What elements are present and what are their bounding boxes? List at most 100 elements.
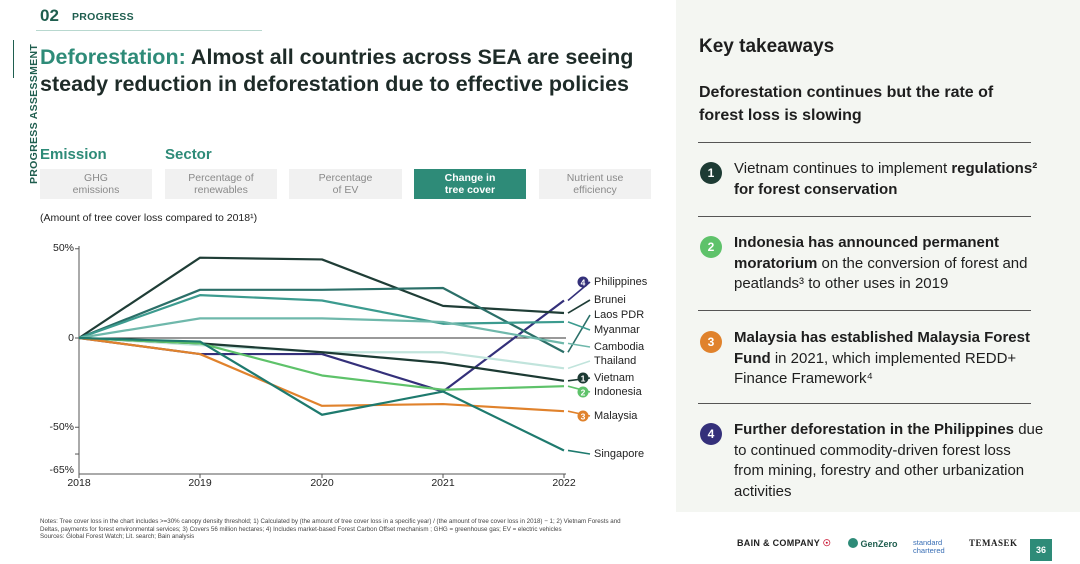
- tab-nutrient-efficiency[interactable]: Nutrient use efficiency: [539, 169, 651, 199]
- takeaway-text: Vietnam continues to implement: [734, 160, 952, 177]
- leader-line-cambodia: [567, 342, 591, 348]
- standard-chartered-logo-text: standard chartered: [913, 538, 945, 555]
- bain-logo-text: BAIN & COMPANY: [737, 538, 820, 548]
- legend-malaysia: Malaysia: [594, 410, 638, 422]
- divider: [698, 403, 1031, 404]
- series-marker-label-malaysia: 3: [581, 411, 586, 421]
- chart-subtitle: (Amount of tree cover loss compared to 2…: [40, 212, 258, 224]
- takeaway-bold: Further deforestation in the Philippines: [734, 421, 1015, 438]
- legend-thailand: Thailand: [594, 355, 637, 367]
- legend-singapore: Singapore: [594, 448, 645, 460]
- legend-philippines: Philippines: [594, 276, 648, 288]
- x-tick-label: 2021: [431, 477, 455, 489]
- group-label-sector: Sector: [165, 146, 212, 163]
- temasek-logo: TEMASEK: [969, 538, 1018, 548]
- takeaway-text: on the conversion of forest and peatland…: [734, 254, 1028, 293]
- takeaway-number-badge: 3: [700, 331, 722, 353]
- y-tick-label: 50%: [52, 242, 74, 254]
- leader-line-myanmar: [567, 321, 591, 331]
- line-chart: 4 1 2 3: [75, 246, 591, 478]
- section-number: 02: [40, 6, 59, 25]
- divider: [698, 216, 1031, 217]
- takeaway-text: due to continued commodity-driven forest…: [734, 421, 1044, 500]
- footnote-line: Notes: Tree cover loss in the chart incl…: [40, 518, 621, 525]
- takeaway-bold: regulations² for forest conservation: [734, 160, 1038, 198]
- tab-label-line2: renewables: [194, 184, 248, 196]
- x-tick-label: 2019: [188, 477, 212, 489]
- y-tick-label: 0: [68, 332, 74, 344]
- divider: [698, 310, 1031, 311]
- tab-label-line1: Percentage: [318, 172, 373, 184]
- leader-line-laos-pdr: [567, 314, 591, 353]
- y-tick-label: -65%: [49, 464, 74, 476]
- page-number: 36: [1030, 539, 1052, 561]
- series-marker-vietnam: [577, 372, 589, 384]
- tab-ghg-emissions[interactable]: GHG emissions: [40, 169, 152, 199]
- tab-percentage-ev[interactable]: Percentage of EV: [289, 169, 402, 199]
- side-divider: [13, 40, 14, 78]
- leader-line-brunei: [567, 299, 591, 314]
- section-underline: [36, 30, 262, 31]
- takeaway-item-2: Indonesia has announced permanent morato…: [734, 233, 1044, 295]
- takeaway-bold: Malaysia has established Malaysia Forest…: [734, 329, 1030, 367]
- leader-line-singapore: [567, 449, 591, 455]
- legend-cambodia: Cambodia: [594, 341, 645, 353]
- takeaway-item-4: Further deforestation in the Philippines…: [734, 420, 1044, 502]
- series-line-myanmar: [78, 294, 565, 340]
- group-label-emission: Emission: [40, 146, 107, 163]
- series-marker-label-indonesia: 2: [581, 387, 586, 397]
- takeaway-item-1: Vietnam continues to implement regulatio…: [734, 159, 1044, 200]
- tab-label-line1: Nutrient use: [566, 172, 624, 184]
- x-tick-label: 2018: [67, 477, 91, 489]
- tab-label-line2: of EV: [332, 184, 359, 196]
- legend-myanmar: Myanmar: [594, 324, 640, 336]
- takeaway-text: in 2021, which implemented REDD+ Finance…: [734, 349, 1017, 388]
- takeaway-item-3: Malaysia has established Malaysia Forest…: [734, 328, 1044, 390]
- tab-change-tree-cover[interactable]: Change in tree cover: [414, 169, 526, 199]
- series-marker-label-philippines: 4: [581, 277, 586, 287]
- footnote-line: Sources: Global Forest Watch; Lit. searc…: [40, 533, 195, 540]
- footnote-line: Deltas, payments for forest environmenta…: [40, 525, 562, 533]
- takeaway-number-badge: 4: [700, 423, 722, 445]
- tab-label-line2: emissions: [72, 184, 120, 196]
- takeaway-number-badge: 1: [700, 162, 722, 184]
- series-line-laos-pdr: [78, 286, 565, 354]
- legend-vietnam: Vietnam: [594, 372, 635, 384]
- footnotes: Notes: Tree cover loss in the chart incl…: [40, 518, 660, 541]
- tab-label-line1: Change in: [444, 172, 496, 184]
- series-line-indonesia: [78, 336, 565, 391]
- series-marker-philippines: [577, 276, 589, 288]
- series-marker-label-vietnam: 1: [581, 373, 586, 383]
- tab-label-line2: tree cover: [444, 184, 496, 196]
- tab-label-line2: efficiency: [573, 184, 617, 196]
- genzero-logo: GenZero: [848, 538, 898, 549]
- title-rest: Almost all countries across SEA are seei…: [40, 45, 634, 96]
- takeaways-subtitle: Deforestation continues but the rate of …: [699, 84, 994, 124]
- takeaways-title: Key takeaways: [699, 36, 835, 57]
- series-line-cambodia: [78, 317, 565, 345]
- legend-indonesia: Indonesia: [594, 386, 642, 398]
- x-tick-label: 2020: [310, 477, 334, 489]
- series-line-malaysia: [78, 336, 565, 413]
- x-tick-label: 2022: [552, 477, 576, 489]
- genzero-logo-mark: [848, 538, 858, 548]
- legend-laos: Laos PDR: [594, 309, 645, 321]
- section-label: PROGRESS: [72, 11, 134, 23]
- legend-brunei: Brunei: [594, 294, 626, 306]
- genzero-logo-text: GenZero: [860, 539, 898, 549]
- series-marker-malaysia: [577, 410, 589, 422]
- bain-logo-mark: ☉: [822, 538, 832, 548]
- tab-percentage-renewables[interactable]: Percentage of renewables: [165, 169, 277, 199]
- leader-line-thailand: [567, 360, 591, 370]
- takeaway-number-badge: 2: [700, 236, 722, 258]
- tab-label-line1: Percentage of: [188, 172, 254, 184]
- takeaway-bold: Indonesia has announced permanent morato…: [734, 234, 1000, 272]
- y-tick-label: -50%: [49, 421, 74, 433]
- bain-logo: BAIN & COMPANY ☉: [737, 538, 831, 549]
- page-title: Deforestation: Almost all countries acro…: [40, 44, 650, 98]
- series-marker-indonesia: [577, 386, 589, 398]
- title-highlight: Deforestation:: [40, 45, 186, 69]
- takeaways-panel: [676, 0, 1080, 512]
- divider: [698, 142, 1031, 143]
- tab-label-line1: GHG: [84, 172, 108, 184]
